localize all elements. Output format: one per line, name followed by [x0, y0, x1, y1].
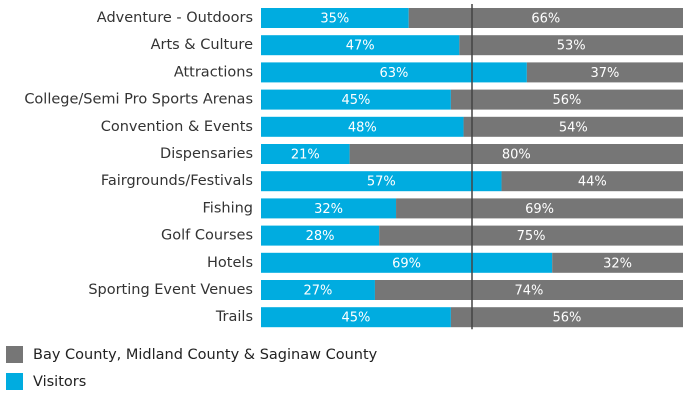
data-label-county-convention-events: 54% [559, 120, 588, 135]
data-label-county-fishing: 69% [525, 202, 554, 217]
bar-county-fairgrounds-festivals [501, 171, 683, 192]
category-label-arts-culture: Arts & Culture [151, 37, 254, 53]
data-label-visitors-adventure-outdoors: 35% [320, 12, 349, 27]
data-label-county-sporting-event-venues: 74% [515, 284, 544, 299]
bar-visitors-sporting-event-venues [261, 280, 375, 300]
category-label-hotels: Hotels [207, 255, 253, 271]
data-label-visitors-fairgrounds-festivals: 57% [367, 175, 396, 190]
legend-item-county: Bay County, Midland County & Saginaw Cou… [6, 346, 377, 363]
category-label-golf-courses: Golf Courses [161, 228, 253, 244]
category-label-sporting-event-venues: Sporting Event Venues [88, 282, 253, 298]
bar-county-dispensaries [349, 144, 683, 164]
bar-visitors-attractions [261, 62, 527, 83]
bar-county-convention-events [463, 116, 683, 137]
category-label-college-semi-pro-sports-arenas: College/Semi Pro Sports Arenas [24, 92, 253, 108]
legend-label-county: Bay County, Midland County & Saginaw Cou… [33, 346, 378, 363]
data-label-county-dispensaries: 80% [502, 148, 531, 163]
category-label-trails: Trails [215, 309, 253, 325]
data-label-county-trails: 56% [552, 311, 581, 326]
data-label-visitors-convention-events: 48% [348, 120, 377, 135]
data-label-visitors-sporting-event-venues: 27% [304, 284, 333, 299]
stacked-bar-chart: Adventure - Outdoors Arts & Culture Attrac… [24, 4, 683, 330]
data-label-visitors-hotels: 69% [392, 256, 421, 271]
data-label-county-adventure-outdoors: 66% [531, 12, 560, 27]
data-label-county-arts-culture: 53% [557, 39, 586, 54]
bars [261, 8, 683, 328]
category-label-adventure-outdoors: Adventure - Outdoors [97, 10, 253, 26]
bar-county-attractions [526, 62, 683, 83]
bar-county-hotels [552, 252, 683, 273]
bar-county-sporting-event-venues [374, 280, 683, 300]
category-label-fairgrounds-festivals: Fairgrounds/Festivals [101, 173, 253, 189]
data-label-visitors-trails: 45% [341, 311, 370, 326]
category-label-convention-events: Convention & Events [101, 119, 253, 135]
bar-county-golf-courses [379, 225, 683, 246]
legend-swatch-visitors [6, 373, 23, 390]
data-label-county-hotels: 32% [603, 256, 632, 271]
bar-county-college-semi-pro-sports-arenas [450, 89, 683, 110]
bar-visitors-dispensaries [261, 144, 350, 164]
data-label-visitors-attractions: 63% [379, 66, 408, 81]
data-label-visitors-golf-courses: 28% [306, 229, 335, 244]
bar-visitors-golf-courses [261, 225, 380, 246]
data-label-visitors-college-semi-pro-sports-arenas: 45% [341, 93, 370, 108]
legend-label-visitors: Visitors [33, 373, 87, 390]
bar-county-fishing [396, 198, 683, 219]
bar-visitors-trails [261, 307, 451, 328]
bar-visitors-arts-culture [261, 35, 460, 56]
bar-county-arts-culture [459, 35, 683, 56]
bar-visitors-fishing [261, 198, 397, 219]
legend-swatch-county [6, 346, 23, 363]
category-labels: Adventure - Outdoors Arts & Culture Attrac… [24, 10, 253, 325]
category-label-fishing: Fishing [203, 200, 253, 216]
bar-labels: 35% 66% 47% 53% 63% 37% 45% 56% 48% 54% 21% 80% 57% 4… [291, 12, 632, 326]
bar-visitors-adventure-outdoors [261, 8, 409, 28]
data-label-county-fairgrounds-festivals: 44% [578, 175, 607, 190]
data-label-visitors-fishing: 32% [314, 202, 343, 217]
bar-visitors-convention-events [261, 116, 464, 137]
bar-county-trails [450, 307, 683, 328]
legend-item-visitors: Visitors [6, 373, 86, 390]
data-label-visitors-arts-culture: 47% [346, 39, 375, 54]
bar-visitors-college-semi-pro-sports-arenas [261, 89, 451, 110]
data-label-county-golf-courses: 75% [517, 229, 546, 244]
data-label-visitors-dispensaries: 21% [291, 148, 320, 163]
data-label-county-attractions: 37% [590, 66, 619, 81]
bar-visitors-hotels [261, 252, 553, 273]
bar-visitors-fairgrounds-festivals [261, 171, 502, 192]
category-label-dispensaries: Dispensaries [160, 146, 253, 162]
data-label-county-college-semi-pro-sports-arenas: 56% [552, 93, 581, 108]
bar-county-adventure-outdoors [408, 8, 683, 28]
category-label-attractions: Attractions [174, 64, 253, 80]
